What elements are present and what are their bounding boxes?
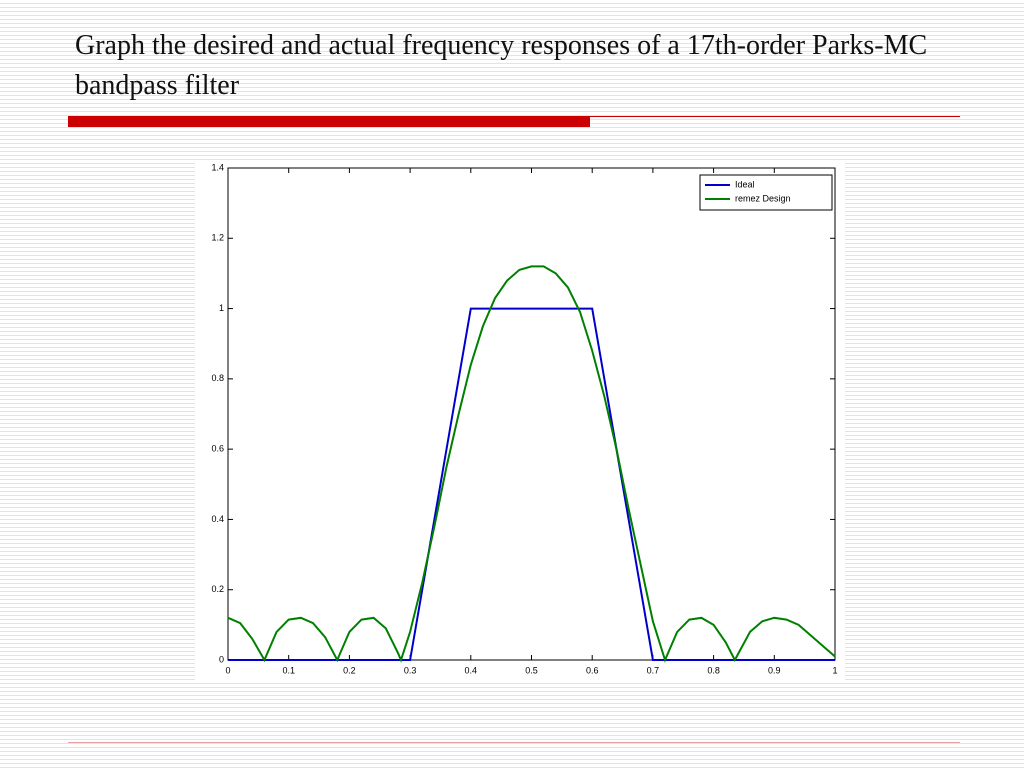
legend-box xyxy=(699,174,833,211)
legend-label: Ideal xyxy=(735,179,755,189)
y-tick-label: 0.6 xyxy=(211,444,224,454)
y-tick-label: 0.2 xyxy=(211,584,224,594)
y-tick-label: 1.4 xyxy=(211,162,224,172)
slide-title: Graph the desired and actual frequency r… xyxy=(75,30,928,101)
x-tick-label: 0.6 xyxy=(586,665,599,675)
y-tick-label: 0.4 xyxy=(211,514,224,524)
y-tick-label: 0 xyxy=(219,654,224,664)
x-tick-label: 0.3 xyxy=(404,665,417,675)
y-tick-label: 0.8 xyxy=(211,373,224,383)
x-tick-label: 0.1 xyxy=(282,665,295,675)
legend-label: remez Design xyxy=(735,193,791,203)
y-tick-label: 1 xyxy=(219,303,224,313)
series-line xyxy=(228,307,835,661)
x-tick-label: 0.7 xyxy=(647,665,660,675)
x-tick-label: 1 xyxy=(832,665,837,675)
y-tick-label: 1.2 xyxy=(211,233,224,243)
series-line xyxy=(227,265,836,663)
x-tick-label: 0.2 xyxy=(343,665,356,675)
plot-area xyxy=(227,167,836,661)
x-tick-label: 0.8 xyxy=(707,665,720,675)
red-bar xyxy=(68,116,590,127)
x-tick-label: 0.4 xyxy=(465,665,478,675)
x-tick-label: 0.9 xyxy=(768,665,781,675)
x-tick-label: 0.5 xyxy=(525,665,538,675)
x-tick-label: 0 xyxy=(225,665,230,675)
